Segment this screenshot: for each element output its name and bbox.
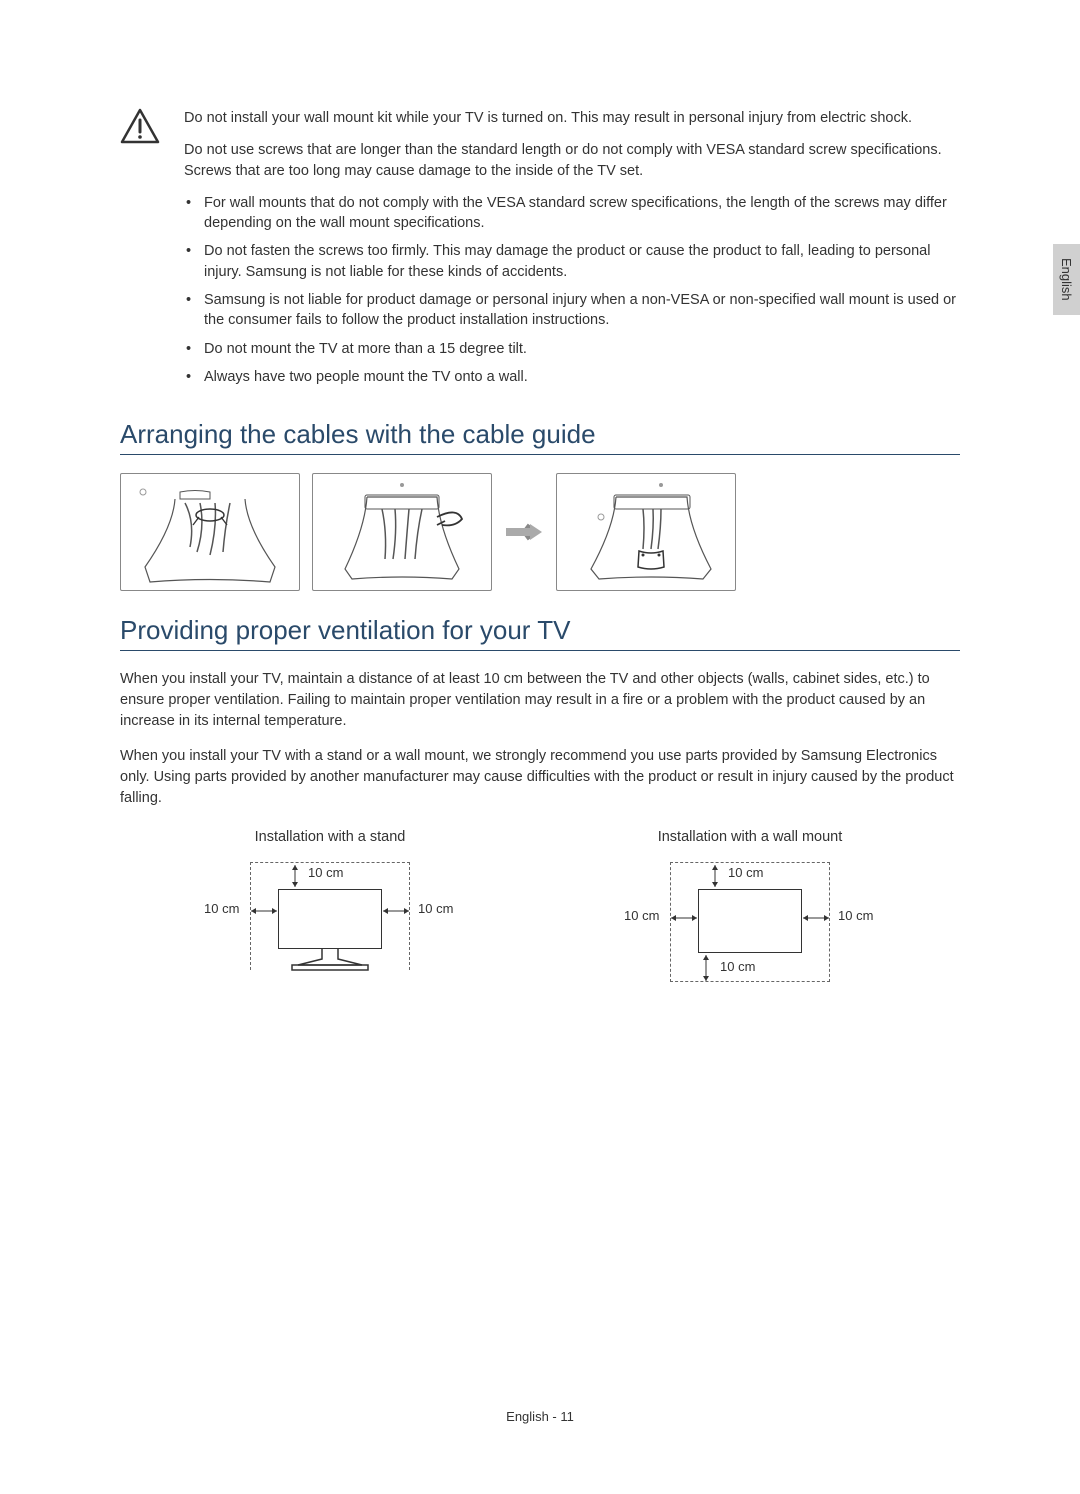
bullet-item: For wall mounts that do not comply with … [204,193,960,234]
warning-block: Do not install your wall mount kit while… [120,108,960,395]
caution-icon [120,108,160,395]
measure-right: 10 cm [838,908,873,923]
measure-left: 10 cm [204,901,239,916]
warning-text-2: Do not use screws that are longer than t… [184,140,960,181]
measure-top: 10 cm [728,865,763,880]
ventilation-diagrams: Installation with a stand 10 cm [120,829,960,997]
stand-diagram: 10 cm 10 cm 10 cm [180,857,480,997]
cable-diagram-row [120,473,960,591]
bullet-item: Always have two people mount the TV onto… [204,367,960,387]
stand-install-col: Installation with a stand 10 cm [180,829,480,997]
wall-diagram: 10 cm 10 cm 10 cm 10 cm [600,857,900,997]
cable-diagram-2 [312,473,492,591]
measure-right: 10 cm [418,901,453,916]
cable-diagram-1 [120,473,300,591]
stand-title: Installation with a stand [180,829,480,845]
ventilation-para-1: When you install your TV, maintain a dis… [120,669,960,732]
measure-bottom: 10 cm [720,959,755,974]
wall-title: Installation with a wall mount [600,829,900,845]
measure-left: 10 cm [624,908,659,923]
ventilation-para-2: When you install your TV with a stand or… [120,746,960,809]
page-footer: English - 11 [0,1409,1080,1424]
section-cable-guide-title: Arranging the cables with the cable guid… [120,419,960,455]
warning-content: Do not install your wall mount kit while… [184,108,960,395]
warning-bullet-list: For wall mounts that do not comply with … [184,193,960,387]
cable-diagram-3 [556,473,736,591]
measure-top: 10 cm [308,865,343,880]
wall-install-col: Installation with a wall mount 10 cm 10 … [600,829,900,997]
section-ventilation-title: Providing proper ventilation for your TV [120,615,960,651]
arrow-icon [504,522,544,542]
warning-text-1: Do not install your wall mount kit while… [184,108,960,128]
page-content: Do not install your wall mount kit while… [0,0,1080,1057]
bullet-item: Samsung is not liable for product damage… [204,290,960,331]
bullet-item: Do not mount the TV at more than a 15 de… [204,339,960,359]
bullet-item: Do not fasten the screws too firmly. Thi… [204,241,960,282]
